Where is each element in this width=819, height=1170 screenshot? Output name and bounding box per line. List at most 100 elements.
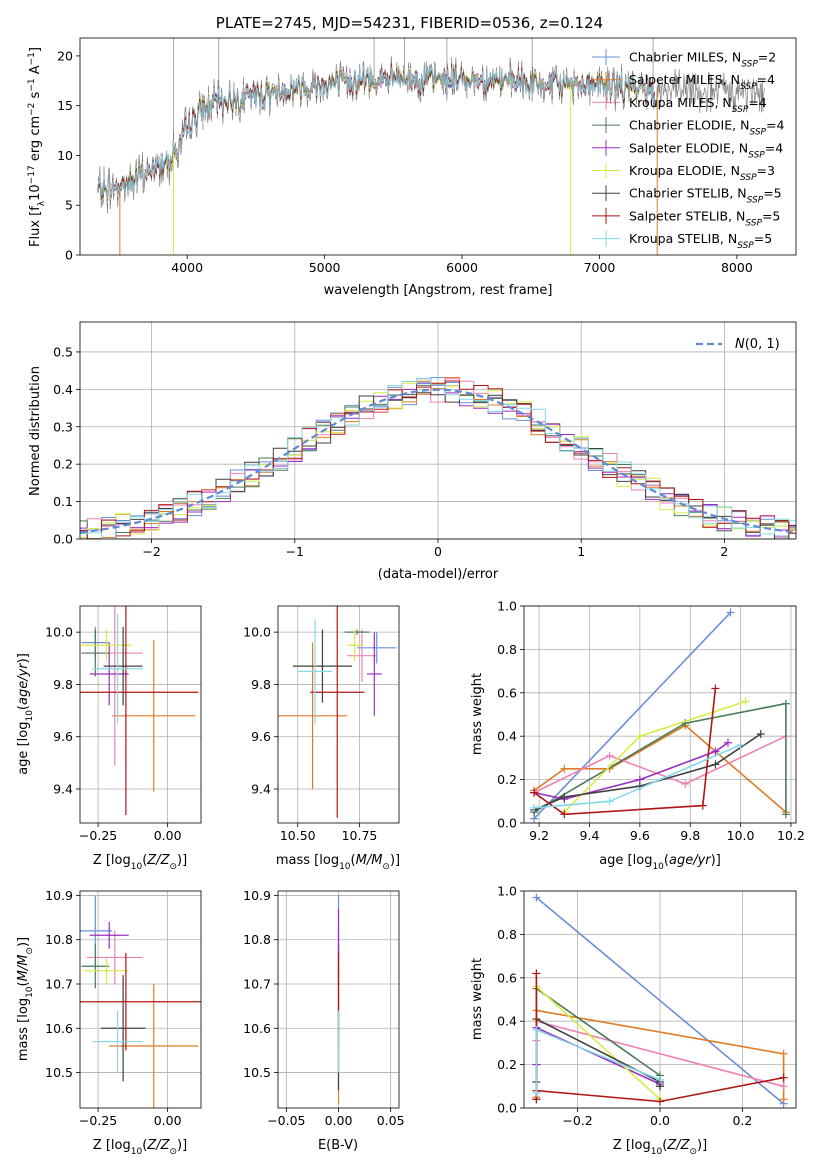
tick-label-y: 9.4 <box>53 782 73 797</box>
tick-label-x: 0 <box>434 544 442 559</box>
legend-entry: Kroupa STELIB, NSSP=5 <box>629 231 772 251</box>
tick-label-y: 0.6 <box>497 685 517 700</box>
tick-label-y: 10.8 <box>243 932 271 947</box>
tick-label-y: 1.0 <box>497 599 517 614</box>
x-axis-label: Z [log10(Z/Z⊙)] <box>93 853 187 872</box>
axes-frame <box>277 890 400 1109</box>
plot-area-spectrum <box>97 38 765 255</box>
gaussian-reference-curve <box>80 388 796 534</box>
tick-label-y: 10.8 <box>45 932 73 947</box>
plot-area-z_mass <box>80 895 201 1108</box>
y-axis-label: mass weight <box>470 673 485 755</box>
residual-histogram <box>80 377 796 539</box>
tick-label-y: 9.4 <box>251 782 271 797</box>
x-axis-label: mass [log10(M/M⊙)] <box>276 853 400 872</box>
plot-area-mass_age <box>278 606 397 818</box>
weight-series-line <box>535 984 661 1100</box>
x-axis-label: (data-model)/error <box>378 567 499 582</box>
tick-label-x: 9.2 <box>529 828 549 843</box>
axes-layer <box>76 37 797 1112</box>
plot-area-age_weight <box>530 608 790 823</box>
tick-label-y: 0.0 <box>497 816 517 831</box>
tick-label-y: 9.6 <box>53 729 73 744</box>
residual-histogram <box>80 378 796 539</box>
tick-label-y: 0.4 <box>497 729 517 744</box>
axes-frame <box>523 890 797 1109</box>
tick-label-y: 10.5 <box>243 1065 271 1080</box>
legend-entry: Chabrier STELIB, NSSP=5 <box>629 186 782 206</box>
tick-label-x: 0.05 <box>377 1113 405 1128</box>
tick-label-y: 0.4 <box>53 382 73 397</box>
tick-label-x: 10.50 <box>280 828 316 843</box>
weight-series-line <box>535 1026 661 1085</box>
tick-label-y: 10.6 <box>243 1021 271 1036</box>
legend-entry: Chabrier MILES, NSSP=2 <box>629 50 776 70</box>
weight-series-line <box>563 700 746 813</box>
y-axis-label: mass [log10(M/M⊙)] <box>16 937 35 1061</box>
tick-label-y: 0.5 <box>53 344 73 359</box>
tick-label-y: 0.3 <box>53 419 73 434</box>
legend-entry: Salpeter ELODIE, NSSP=4 <box>629 140 783 160</box>
tick-label-y: 0.2 <box>497 1057 517 1072</box>
tick-label-y: 10.7 <box>243 977 271 992</box>
residual-histogram <box>80 380 796 539</box>
legend-entry: Salpeter STELIB, NSSP=5 <box>629 208 780 228</box>
weight-series-line <box>535 896 785 1105</box>
axes-frame <box>523 605 797 824</box>
tick-label-x: 6000 <box>446 260 478 275</box>
tick-label-y: 0.4 <box>497 1014 517 1029</box>
y-axis-label: Normed distribution <box>28 366 43 496</box>
tick-label-y: 10.7 <box>45 977 73 992</box>
tick-label-x: 0.00 <box>325 1113 353 1128</box>
axes-frame <box>79 37 797 256</box>
tick-label-y: 0.8 <box>497 642 517 657</box>
tick-label-x: 10.75 <box>342 828 378 843</box>
tick-label-x: 9.8 <box>680 828 700 843</box>
y-axis-label: age [log10(age/yr)] <box>16 653 35 775</box>
tick-label-x: 0.00 <box>154 828 182 843</box>
chart-title: PLATE=2745, MJD=54231, FIBERID=0536, z=0… <box>216 14 603 32</box>
tick-label-x: 5000 <box>309 260 341 275</box>
tick-label-y: 15 <box>57 98 73 113</box>
tick-label-y: 0.1 <box>53 494 73 509</box>
weight-series-line <box>533 735 787 794</box>
weight-series-line <box>533 611 732 820</box>
legend-entry: Kroupa ELODIE, NSSP=3 <box>629 163 775 183</box>
tick-label-x: 8000 <box>721 260 753 275</box>
tick-label-x: 10.2 <box>777 828 805 843</box>
tick-label-y: 0.8 <box>497 927 517 942</box>
tick-label-x: 9.4 <box>580 828 600 843</box>
y-axis-label: Flux [fλ10−17 erg cm−2 s−1 A−1] <box>27 47 47 247</box>
x-axis-label: age [log10(age/yr)] <box>599 853 721 872</box>
x-axis-label: E(B-V) <box>318 1138 358 1153</box>
tick-label-x: 0.0 <box>650 1113 670 1128</box>
tick-label-y: 9.6 <box>251 729 271 744</box>
tick-label-y: 10.9 <box>243 888 271 903</box>
model-spectrum-line <box>97 65 655 200</box>
weight-series-line <box>533 688 717 816</box>
tick-label-y: 5 <box>65 198 73 213</box>
x-axis-label: Z [log10(Z/Z⊙)] <box>613 1138 707 1157</box>
tick-label-y: 0.0 <box>497 1101 517 1116</box>
tick-label-x: 2 <box>720 544 728 559</box>
tick-label-y: 10.0 <box>45 625 73 640</box>
tick-label-x: 9.6 <box>630 828 650 843</box>
data-layer <box>80 38 796 1108</box>
tick-label-y: 0.6 <box>497 970 517 985</box>
axes-frame <box>79 605 202 824</box>
weight-series-line <box>533 742 729 800</box>
tick-label-x: −0.2 <box>562 1113 592 1128</box>
tick-label-y: 10.6 <box>45 1021 73 1036</box>
tick-label-y: 10.9 <box>45 888 73 903</box>
tick-label-x: 1 <box>577 544 585 559</box>
tick-label-x: 0.2 <box>732 1113 752 1128</box>
legend-entry: Chabrier ELODIE, NSSP=4 <box>629 118 784 138</box>
tick-label-y: 0 <box>65 248 73 263</box>
tick-label-x: 10.0 <box>727 828 755 843</box>
plot-area-residuals <box>80 377 796 539</box>
tick-label-y: 10 <box>57 148 73 163</box>
tick-label-x: −0.25 <box>79 828 117 843</box>
tick-label-y: 20 <box>57 48 73 63</box>
tick-label-y: 9.8 <box>251 677 271 692</box>
